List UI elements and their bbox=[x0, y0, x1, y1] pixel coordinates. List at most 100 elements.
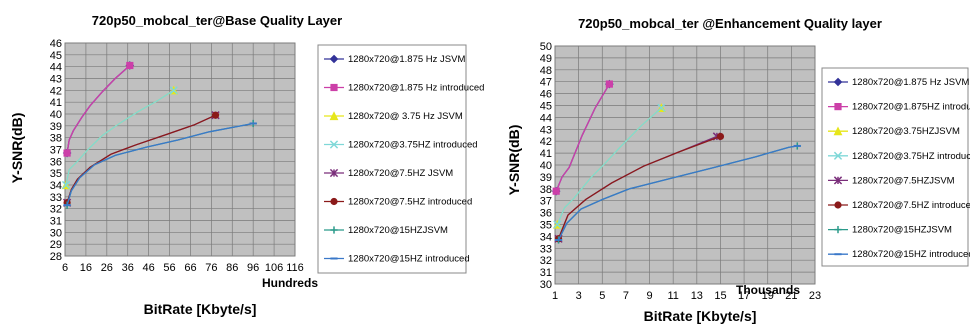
y-tick-label: 31 bbox=[540, 267, 552, 279]
legend-item: 1280x720@3.75HZ introduced bbox=[828, 151, 970, 162]
y-tick-label: 42 bbox=[540, 136, 552, 148]
x-ticks: 6 16 26 36 46 56 66 76 86 96 106 116 bbox=[62, 262, 304, 274]
y-tick-label: 45 bbox=[540, 101, 552, 113]
y-tick-label: 30 bbox=[50, 227, 62, 239]
y-tick-label: 32 bbox=[540, 255, 552, 267]
x-tick-label: 66 bbox=[184, 262, 196, 274]
legend-item: 1280x720@7.5HZ introduced bbox=[324, 197, 472, 208]
gridlines bbox=[554, 45, 816, 285]
legend-marker bbox=[330, 226, 338, 234]
x-tick-label: 7 bbox=[623, 290, 629, 302]
series-line bbox=[555, 83, 610, 192]
legend-marker bbox=[833, 77, 843, 87]
y-tick-label: 32 bbox=[50, 204, 62, 216]
legend-item: 1280x720@1.875 Hz JSVM bbox=[324, 54, 465, 65]
data-point bbox=[211, 111, 220, 119]
series-layer bbox=[551, 79, 801, 244]
x-tick-label: 26 bbox=[101, 262, 113, 274]
x-tick-label: 36 bbox=[122, 262, 134, 274]
legend-marker bbox=[833, 176, 843, 185]
series-line bbox=[556, 107, 662, 225]
x-axis-label: BitRate [Kbyte/s] bbox=[144, 301, 257, 317]
y-tick-label: 45 bbox=[50, 50, 62, 62]
y-tick-label: 46 bbox=[50, 38, 62, 50]
y-tick-label: 39 bbox=[50, 121, 62, 133]
y-tick-label: 30 bbox=[540, 279, 552, 291]
x-tick-label: 23 bbox=[809, 290, 821, 302]
legend: 1280x720@1.875 Hz JSVM 1280x720@1.875 Hz … bbox=[317, 44, 484, 274]
series-line bbox=[66, 114, 216, 203]
legend-marker bbox=[330, 197, 338, 206]
legend-label: 1280x720@7.5HZ introduced bbox=[852, 200, 970, 211]
series-8 bbox=[554, 144, 801, 241]
legend-label: 1280x720@1.875HZ introduced bbox=[852, 102, 970, 113]
series-layer bbox=[61, 61, 257, 209]
chart-title: 720p50_mobcal_ter@Base Quality Layer bbox=[92, 13, 342, 28]
y-tick-label: 34 bbox=[50, 180, 62, 192]
series-2 bbox=[552, 80, 613, 195]
legend-marker bbox=[330, 83, 338, 92]
legend-item: 1280x720@15HZ introduced bbox=[828, 249, 970, 260]
y-tick-label: 33 bbox=[50, 192, 62, 204]
x-tick-label: 56 bbox=[163, 262, 175, 274]
legend-item: 1280x720@1.875 Hz JSVM bbox=[828, 77, 969, 88]
y-tick-label: 39 bbox=[540, 172, 552, 184]
legend: 1280x720@1.875 Hz JSVM 1280x720@1.875HZ i… bbox=[821, 67, 970, 267]
y-tick-label: 37 bbox=[540, 196, 552, 208]
legend-label: 1280x720@15HZ introduced bbox=[348, 254, 470, 265]
legend-box bbox=[317, 44, 467, 274]
y-tick-label: 47 bbox=[540, 77, 552, 89]
legend-item: 1280x720@3.75HZ introduced bbox=[324, 140, 478, 151]
chart-base-quality-layer: 720p50_mobcal_ter@Base Quality Layer Y-S… bbox=[9, 13, 484, 317]
data-point bbox=[169, 86, 178, 95]
legend-marker bbox=[329, 54, 339, 64]
legend-label: 1280x720@15HZJSVM bbox=[348, 225, 448, 236]
series-line bbox=[66, 122, 254, 206]
legend-item: 1280x720@7.5HZJSVM bbox=[828, 175, 955, 186]
legend-label: 1280x720@7.5HZ introduced bbox=[348, 197, 472, 208]
legend-label: 1280x720@3.75HZ introduced bbox=[348, 140, 478, 151]
y-tick-label: 36 bbox=[50, 156, 62, 168]
y-tick-label: 42 bbox=[50, 85, 62, 97]
data-point bbox=[605, 80, 613, 88]
chart-enhancement-quality-layer: 720p50_mobcal_ter @Enhancement Quality l… bbox=[506, 16, 970, 324]
legend-marker bbox=[329, 140, 339, 149]
legend-label: 1280x720@15HZ introduced bbox=[852, 249, 970, 260]
legend-label: 1280x720@1.875 Hz introduced bbox=[348, 83, 484, 94]
series-4 bbox=[61, 86, 178, 190]
x-tick-label: 1 bbox=[552, 290, 558, 302]
x-tick-label: 13 bbox=[691, 290, 703, 302]
y-tick-label: 34 bbox=[540, 231, 552, 243]
y-tick-label: 38 bbox=[50, 133, 62, 145]
legend-marker bbox=[329, 168, 339, 178]
data-point bbox=[716, 132, 725, 141]
legend-item: 1280x720@3.75HZJSVM bbox=[828, 126, 960, 137]
x-tick-label: 21 bbox=[785, 290, 797, 302]
data-point bbox=[657, 103, 666, 113]
x-tick-label: 46 bbox=[143, 262, 155, 274]
x-tick-label: 6 bbox=[62, 262, 68, 274]
y-tick-label: 40 bbox=[540, 160, 552, 172]
y-axis-label: Y-SNR(dB) bbox=[506, 125, 522, 196]
data-point bbox=[552, 187, 560, 195]
legend-label: 1280x720@ 3.75 Hz JSVM bbox=[348, 111, 463, 122]
x-unit-label: Hundreds bbox=[262, 276, 318, 290]
y-tick-label: 37 bbox=[50, 145, 62, 157]
legend-label: 1280x720@7.5HZ JSVM bbox=[348, 168, 453, 179]
y-tick-label: 50 bbox=[540, 41, 552, 53]
legend-marker bbox=[834, 226, 842, 234]
y-axis-label: Y-SNR(dB) bbox=[9, 113, 25, 184]
legend-box bbox=[821, 67, 969, 267]
series-2 bbox=[63, 61, 134, 157]
legend-item: 1280x720@7.5HZ JSVM bbox=[324, 168, 453, 179]
legend-label: 1280x720@3.75HZJSVM bbox=[852, 126, 960, 137]
data-point bbox=[61, 180, 71, 190]
y-tick-label: 29 bbox=[50, 239, 62, 251]
legend-item: 1280x720@15HZJSVM bbox=[828, 225, 952, 236]
legend-marker bbox=[834, 103, 842, 111]
x-tick-label: 9 bbox=[646, 290, 652, 302]
y-tick-label: 44 bbox=[50, 62, 62, 74]
x-unit-label: Thousands bbox=[736, 283, 800, 297]
